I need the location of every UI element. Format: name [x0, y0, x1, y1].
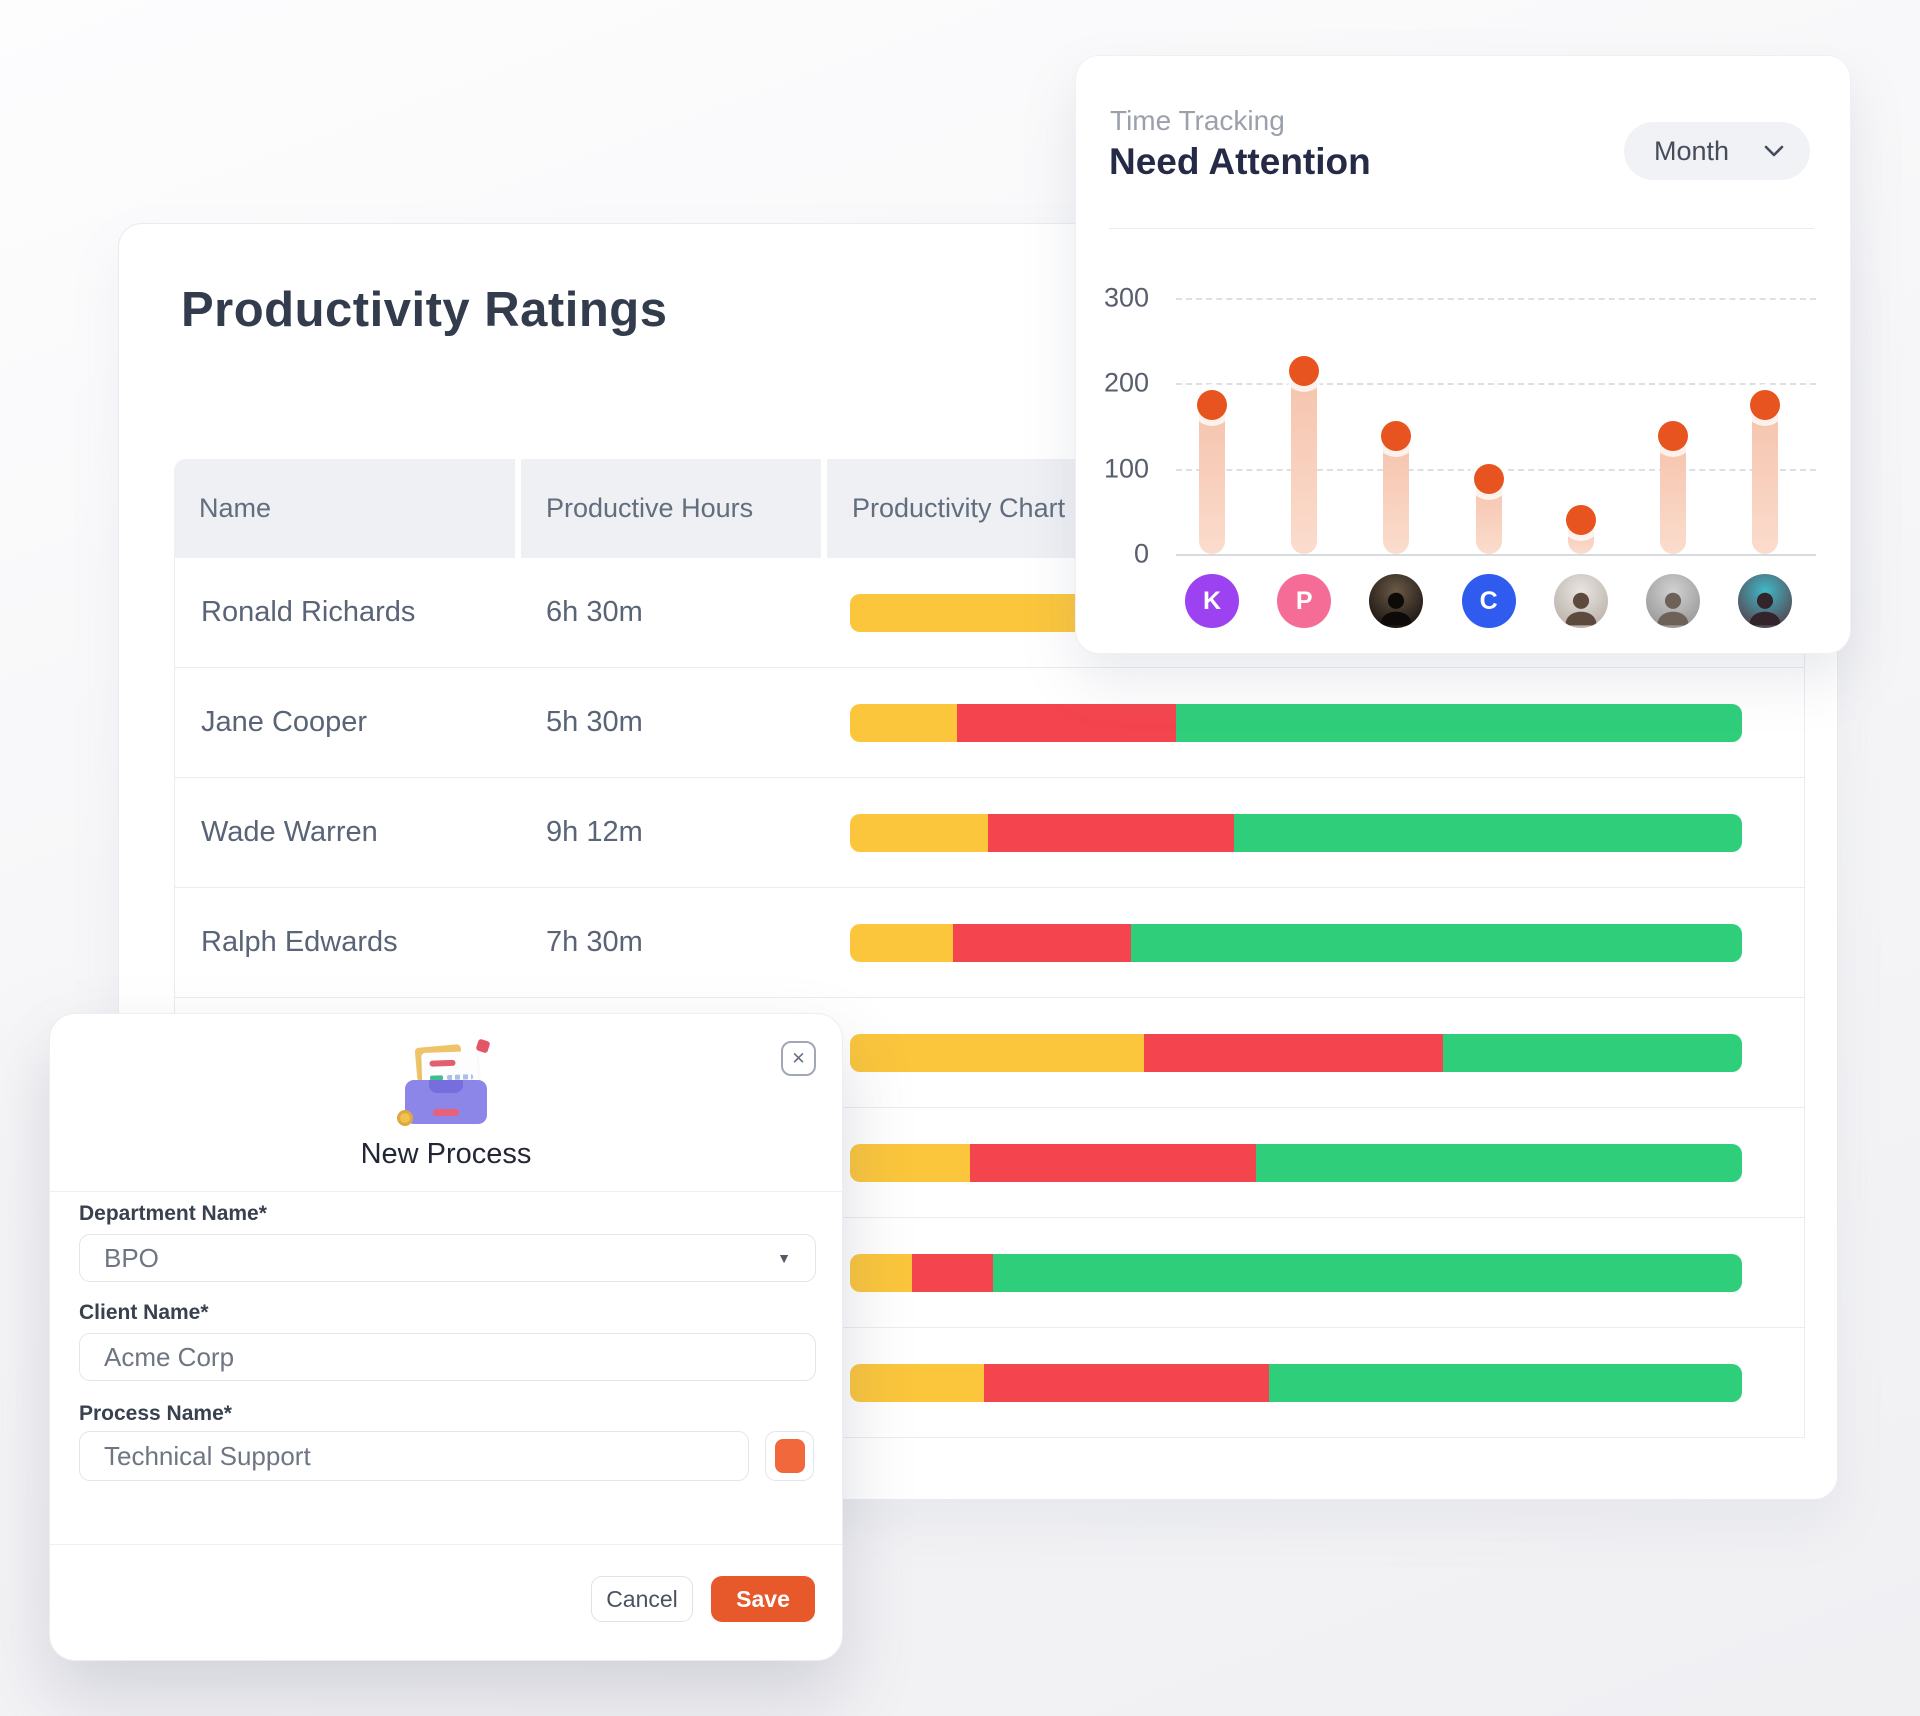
gridline — [1176, 383, 1816, 386]
y-axis-tick-label: 300 — [1103, 282, 1149, 313]
lollipop-dot — [1381, 421, 1412, 452]
card-title: Need Attention — [1109, 141, 1371, 182]
employee-name: Jane Cooper — [201, 706, 368, 738]
cancel-button[interactable]: Cancel — [591, 1576, 693, 1622]
lollipop-stem — [1567, 519, 1594, 554]
column-header-name: Name — [174, 459, 515, 558]
lollipop-stem — [1199, 404, 1225, 554]
card-subtitle: Time Tracking — [1110, 105, 1285, 136]
avatar-photo — [1738, 574, 1793, 628]
client-name-label: Client Name* — [79, 1301, 209, 1324]
table-row — [175, 1108, 1804, 1218]
gridline — [1176, 298, 1816, 300]
close-icon[interactable]: ✕ — [781, 1041, 816, 1076]
gridline — [1176, 468, 1816, 471]
table-row: Jane Cooper 5h 30m — [175, 668, 1804, 778]
employee-name: Ralph Edwards — [201, 926, 398, 958]
chevron-down-icon — [1764, 145, 1784, 157]
employee-name: Ronald Richards — [201, 596, 416, 628]
table-row — [175, 1328, 1804, 1438]
lollipop-stem — [1291, 370, 1318, 554]
productive-hours: 9h 12m — [546, 816, 643, 848]
coin-decor — [397, 1110, 413, 1126]
lollipop-dot — [1473, 463, 1504, 494]
y-axis-tick-label: 0 — [1133, 538, 1149, 569]
lollipop-stem — [1752, 404, 1779, 554]
table-row: Ralph Edwards 7h 30m — [175, 888, 1804, 998]
header-divider — [1109, 228, 1814, 229]
avatar-photo — [1646, 574, 1700, 628]
table-row: Wade Warren 9h 12m — [175, 778, 1804, 888]
modal-title: New Process — [360, 1138, 532, 1170]
productive-hours: 7h 30m — [546, 926, 643, 958]
time-tracking-card: Time Tracking Need Attention Month 300 20… — [1075, 55, 1851, 654]
page-title: Productivity Ratings — [181, 283, 668, 337]
red-cube-decor — [475, 1038, 491, 1054]
modal-header-divider — [50, 1191, 842, 1192]
lollipop-stem — [1475, 478, 1502, 554]
lollipop-dot — [1658, 421, 1688, 452]
employee-name: Wade Warren — [201, 816, 378, 848]
modal-footer-divider — [50, 1544, 842, 1545]
process-color-swatch — [774, 1439, 805, 1473]
productivity-stacked-bar — [850, 1033, 1742, 1072]
y-axis-tick-label: 100 — [1103, 453, 1149, 484]
period-dropdown-label: Month — [1654, 135, 1730, 166]
process-name-label: Process Name* — [79, 1402, 232, 1425]
new-process-modal: ✕ New Process Department Name* BPO ▼ Cli… — [49, 1013, 843, 1661]
lollipop-stem — [1383, 436, 1410, 554]
department-select[interactable]: BPO ▼ — [79, 1234, 816, 1282]
productivity-stacked-bar — [850, 703, 1742, 742]
productivity-stacked-bar — [850, 1363, 1742, 1402]
avatar-initial: P — [1277, 574, 1332, 628]
lollipop-dot — [1197, 389, 1227, 420]
lollipop-dot — [1750, 389, 1781, 420]
productivity-stacked-bar — [850, 923, 1742, 962]
table-row — [175, 1218, 1804, 1328]
save-button[interactable]: Save — [711, 1576, 815, 1622]
table-row — [175, 998, 1804, 1108]
avatar-photo — [1369, 574, 1424, 628]
avatar-photo — [1553, 574, 1608, 628]
productivity-stacked-bar — [850, 813, 1742, 852]
y-axis-tick-label: 200 — [1103, 367, 1149, 398]
column-header-productive-hours: Productive Hours — [521, 459, 821, 558]
productivity-stacked-bar — [850, 1253, 1742, 1292]
productive-hours: 5h 30m — [546, 706, 643, 738]
lollipop-stem — [1660, 436, 1686, 554]
department-select-value: BPO — [104, 1242, 159, 1273]
process-color-picker[interactable] — [765, 1431, 814, 1481]
lollipop-dot — [1565, 504, 1596, 535]
inbox-tray-illustration — [397, 1038, 492, 1128]
x-axis-line — [1176, 554, 1816, 556]
select-caret-icon: ▼ — [777, 1250, 791, 1266]
client-name-field[interactable] — [79, 1333, 816, 1381]
lollipop-dot — [1289, 355, 1320, 386]
purple-tray-decor — [405, 1080, 487, 1124]
process-name-field[interactable] — [79, 1431, 749, 1481]
avatar-initial: K — [1185, 574, 1239, 628]
productive-hours: 6h 30m — [546, 596, 643, 628]
productivity-stacked-bar — [850, 1143, 1742, 1182]
avatar-initial: C — [1461, 574, 1516, 628]
period-dropdown[interactable]: Month — [1624, 122, 1810, 180]
department-name-label: Department Name* — [79, 1202, 267, 1225]
